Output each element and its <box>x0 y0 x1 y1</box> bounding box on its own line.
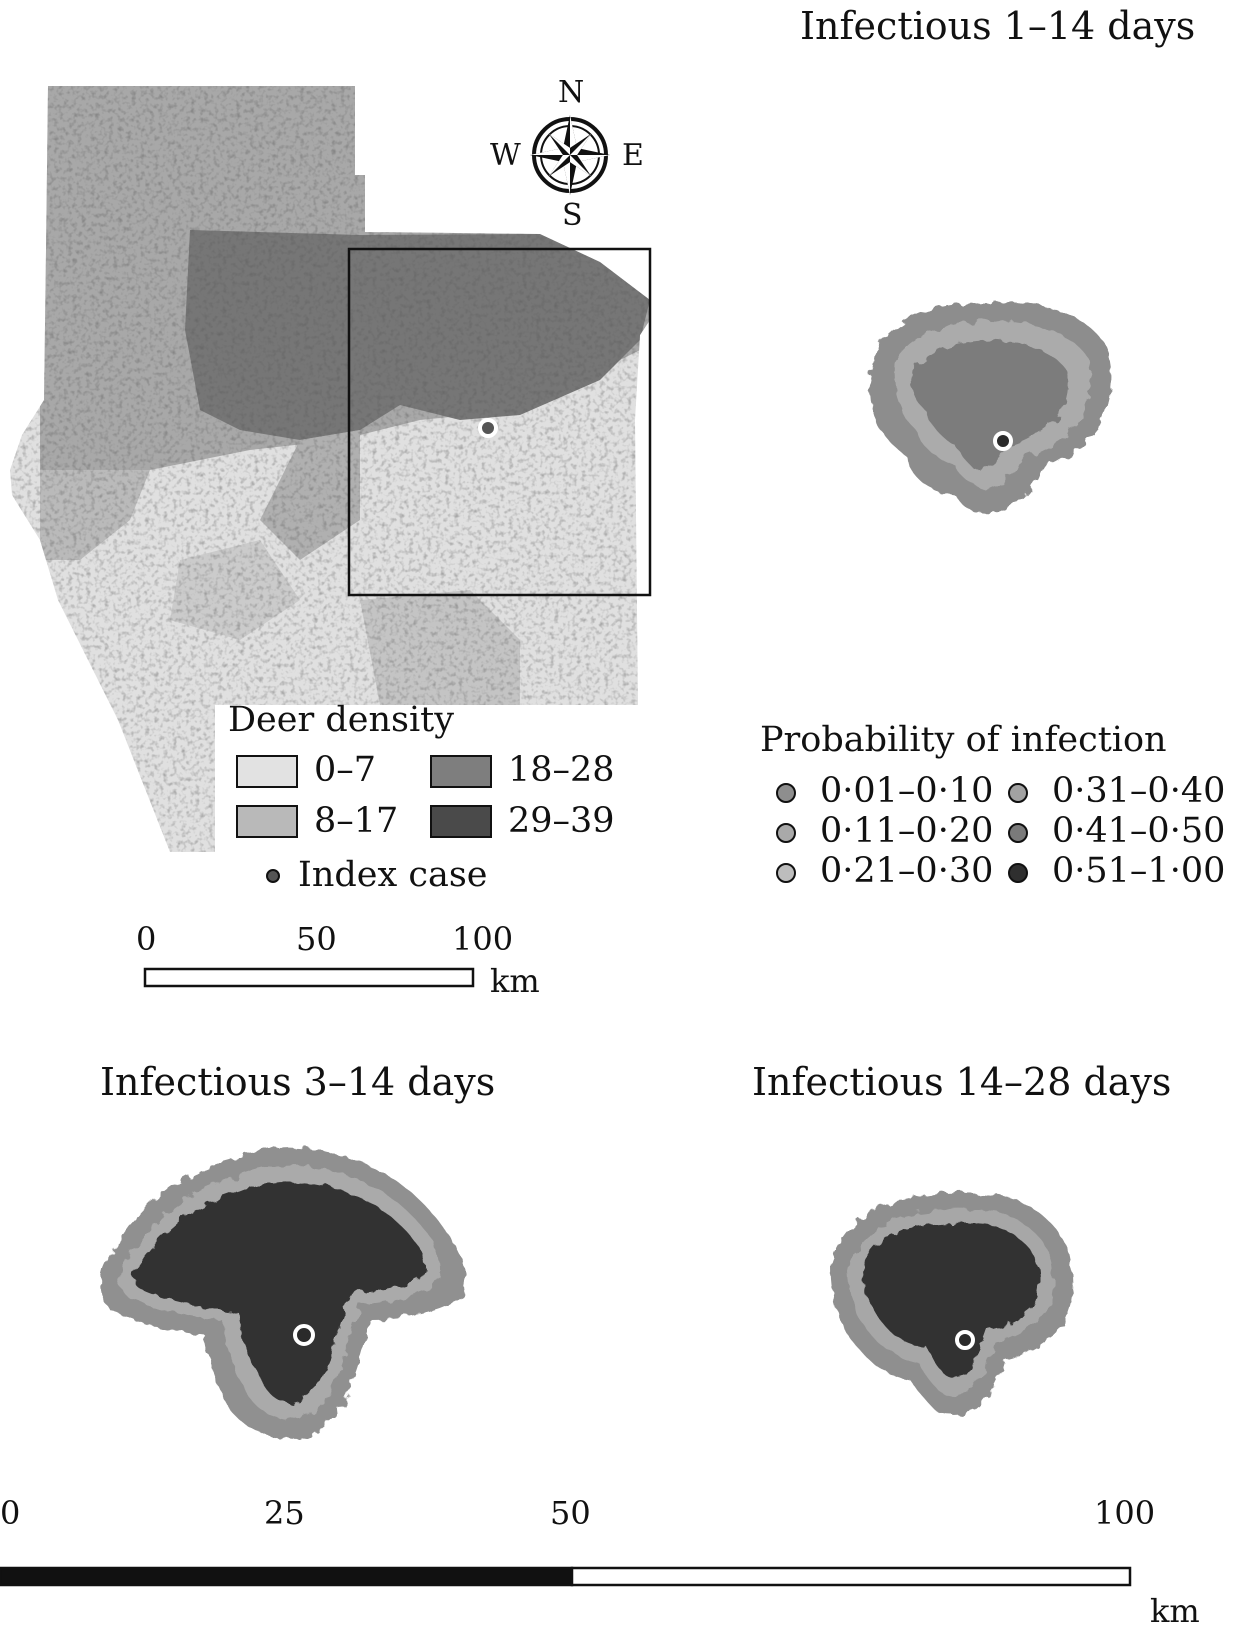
compass-s-label: S <box>562 198 583 233</box>
deer-label-0-7: 0–7 <box>314 750 377 790</box>
scale-large-tick-50: 50 <box>550 1494 591 1532</box>
deer-label-8-17: 8–17 <box>314 801 399 841</box>
probability-map-14-28-days <box>830 1192 1074 1415</box>
scale-small-unit: km <box>490 962 540 1000</box>
prob-dot-0-51 <box>1008 863 1028 883</box>
prob-dot-0-11 <box>776 823 796 843</box>
title-14-28-days: Infectious 14–28 days <box>752 1060 1172 1104</box>
scale-bar-large <box>0 1566 1132 1587</box>
scale-large-tick-25: 25 <box>264 1494 305 1532</box>
deer-label-18-28: 18–28 <box>508 750 615 790</box>
title-3-14-days: Infectious 3–14 days <box>100 1060 496 1104</box>
deer-swatch-8-17 <box>236 805 298 838</box>
index-case-1-14 <box>993 431 1013 451</box>
deer-density-map <box>10 86 650 852</box>
scale-small-tick-100: 100 <box>452 920 514 958</box>
index-case-legend-label: Index case <box>298 855 488 895</box>
scale-small-tick-50: 50 <box>296 920 337 958</box>
title-1-14-days: Infectious 1–14 days <box>800 4 1196 48</box>
prob-label-0-41: 0·41–0·50 <box>1052 811 1226 851</box>
prob-dot-0-41 <box>1008 823 1028 843</box>
scale-large-tick-0: 0 <box>0 1494 21 1532</box>
scale-small-tick-0: 0 <box>136 920 157 958</box>
scale-bar-small <box>143 967 475 988</box>
prob-label-0-01: 0·01–0·10 <box>820 771 994 811</box>
deer-legend-title: Deer density <box>228 700 454 740</box>
deer-swatch-29-39 <box>430 805 492 838</box>
probability-map-1-14-days <box>868 302 1112 514</box>
compass-e-label: E <box>622 138 644 173</box>
deer-label-29-39: 29–39 <box>508 801 615 841</box>
compass-rose <box>530 115 610 195</box>
prob-dot-0-31 <box>1008 783 1028 803</box>
prob-legend-title: Probability of infection <box>760 720 1167 760</box>
scale-large-unit: km <box>1150 1592 1200 1630</box>
deer-swatch-18-28 <box>430 755 492 788</box>
index-case-14-28 <box>955 1330 975 1350</box>
prob-label-0-11: 0·11–0·20 <box>820 811 994 851</box>
prob-label-0-31: 0·31–0·40 <box>1052 771 1226 811</box>
index-case-marker <box>478 418 498 438</box>
index-case-3-14 <box>293 1324 315 1346</box>
deer-swatch-0-7 <box>236 755 298 788</box>
prob-dot-0-21 <box>776 863 796 883</box>
scale-large-tick-100: 100 <box>1094 1494 1156 1532</box>
study-window <box>347 247 652 597</box>
probability-map-3-14-days <box>101 1146 465 1440</box>
compass-w-label: W <box>490 138 521 173</box>
compass-n-label: N <box>558 75 585 110</box>
prob-label-0-51: 0·51–1·00 <box>1052 851 1226 891</box>
prob-label-0-21: 0·21–0·30 <box>820 851 994 891</box>
prob-dot-0-01 <box>776 783 796 803</box>
index-case-legend-dot <box>266 869 280 883</box>
